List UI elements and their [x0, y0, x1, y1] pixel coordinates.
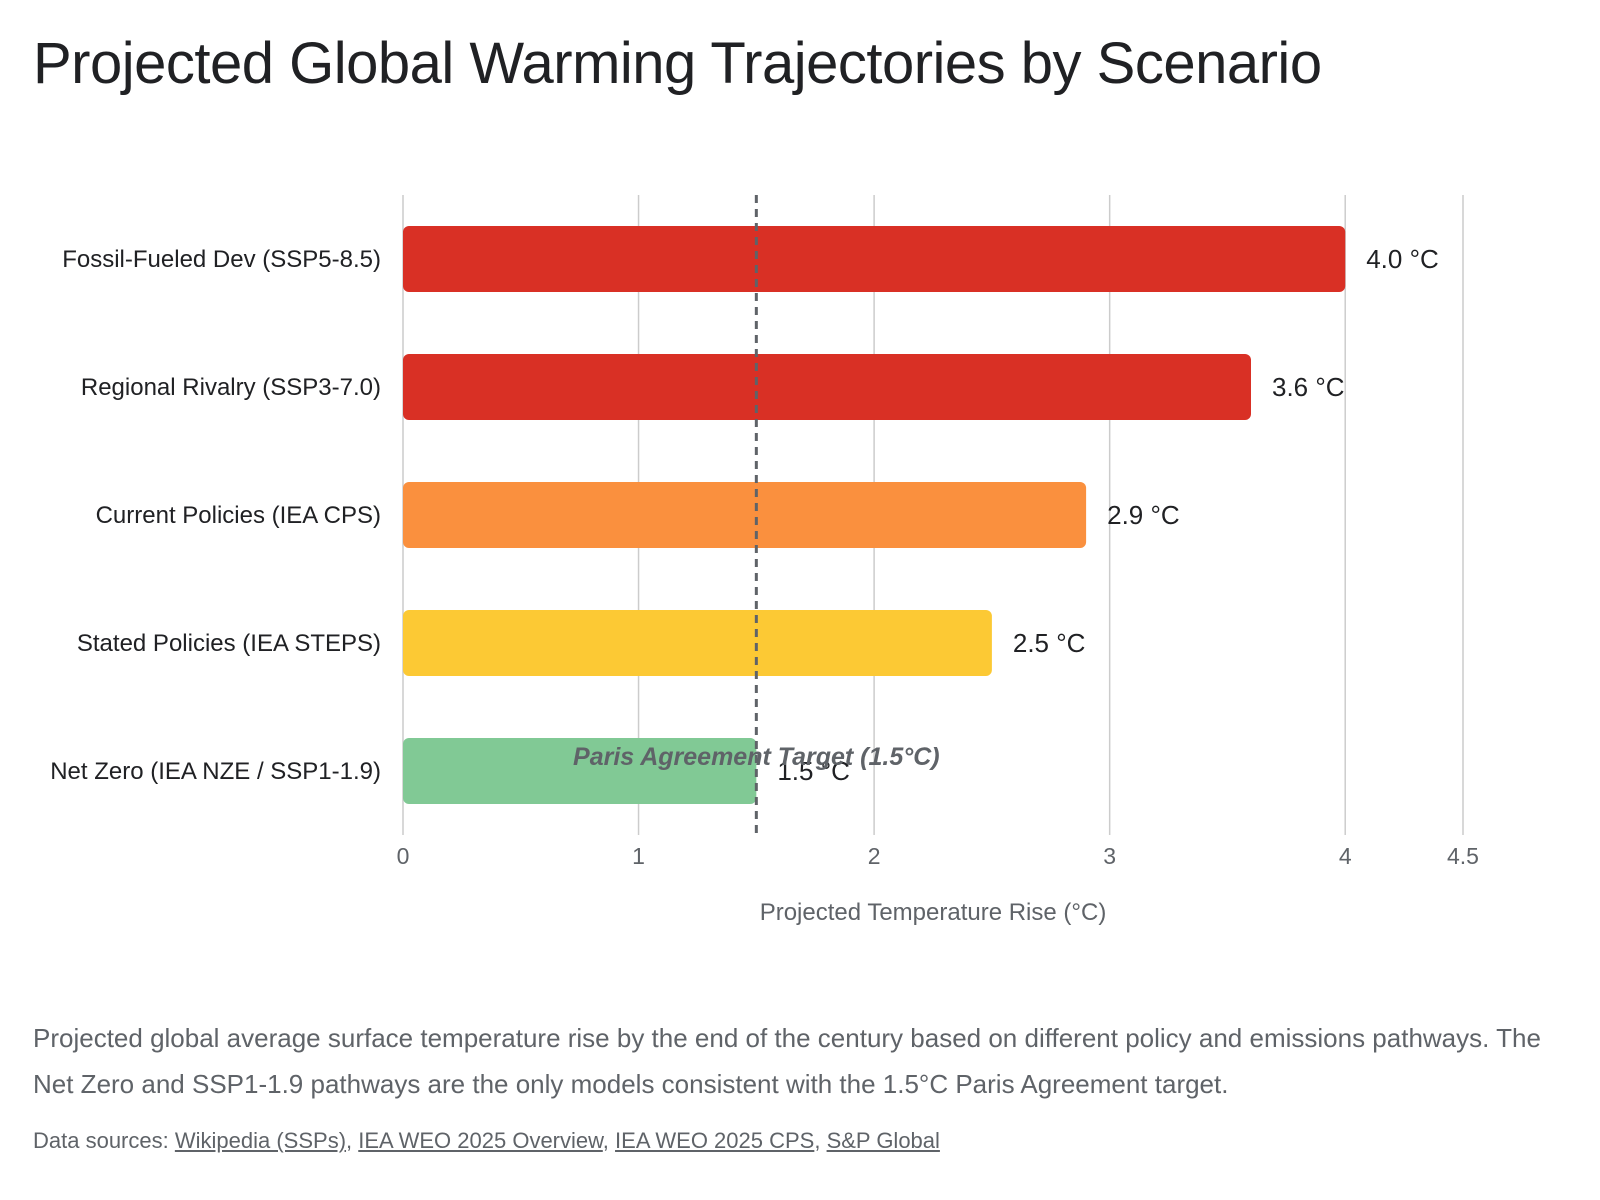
- source-link-iea-cps[interactable]: IEA WEO 2025 CPS: [615, 1128, 815, 1153]
- bar-0: [403, 226, 1346, 292]
- bar-4: [403, 738, 757, 804]
- bar-chart: 0 1 2 3 4 4.5 Projected Temperature Rise (°C) F…: [50, 195, 1479, 926]
- x-tick-label-0: 0: [397, 843, 410, 869]
- data-sources: Data sources: Wikipedia (SSPs), IEA WEO …: [33, 1128, 940, 1153]
- chart-caption: Projected global average surface tempera…: [33, 1023, 1541, 1099]
- source-link-wikipedia[interactable]: Wikipedia (SSPs): [174, 1128, 347, 1153]
- value-label-4: 1.5 °C: [777, 756, 850, 786]
- sources-label: Data sources:: [33, 1128, 169, 1153]
- category-label-0: Fossil-Fueled Dev (SSP5-8.5): [62, 246, 381, 273]
- source-link-iea-overview[interactable]: IEA WEO 2025 Overview: [358, 1128, 603, 1153]
- category-label-1: Regional Rivalry (SSP3-7.0): [81, 374, 381, 401]
- x-axis-label: Projected Temperature Rise (°C): [760, 899, 1107, 926]
- category-label-2: Current Policies (IEA CPS): [96, 502, 381, 529]
- bar-1: [403, 354, 1251, 420]
- bar-2: [403, 482, 1087, 548]
- x-tick-label-2: 2: [868, 843, 881, 869]
- value-label-2: 2.9 °C: [1107, 500, 1180, 530]
- value-label-3: 2.5 °C: [1013, 628, 1086, 658]
- source-link-sp-global[interactable]: S&P Global: [826, 1128, 940, 1153]
- reference-line-label: Paris Agreement Target (1.5°C): [573, 743, 940, 771]
- value-label-1: 3.6 °C: [1272, 372, 1345, 402]
- x-tick-label-4: 4: [1339, 843, 1352, 869]
- value-label-0: 4.0 °C: [1366, 244, 1439, 274]
- page-title: Projected Global Warming Trajectories by…: [33, 31, 1322, 96]
- category-label-4: Net Zero (IEA NZE / SSP1-1.9): [50, 758, 381, 785]
- bar-3: [403, 610, 992, 676]
- x-tick-label-1: 1: [632, 843, 645, 869]
- x-tick-label-3: 3: [1103, 843, 1116, 869]
- category-label-3: Stated Policies (IEA STEPS): [77, 630, 381, 657]
- x-tick-label-5: 4.5: [1447, 843, 1479, 869]
